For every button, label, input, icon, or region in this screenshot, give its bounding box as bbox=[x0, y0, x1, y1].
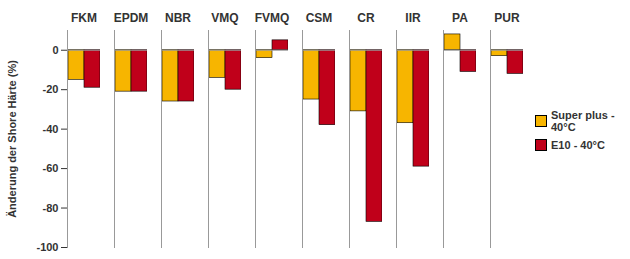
html-text:Super plus - 40°C: Super plus - 40°C bbox=[551, 108, 615, 133]
svg-text:NBR: NBR bbox=[165, 11, 191, 25]
svg-text:Änderung der Shore Härte (%): Änderung der Shore Härte (%) bbox=[6, 60, 18, 218]
svg-text:CR: CR bbox=[357, 11, 375, 25]
svg-text:-80: -80 bbox=[43, 202, 59, 214]
html-text:E10 - 40°C: E10 - 40°C bbox=[551, 138, 605, 151]
svg-text:VMQ: VMQ bbox=[211, 11, 238, 25]
svg-text:PA: PA bbox=[452, 11, 468, 25]
svg-text:-20: -20 bbox=[43, 83, 59, 95]
svg-text:CSM: CSM bbox=[306, 11, 333, 25]
svg-text:FKM: FKM bbox=[71, 11, 97, 25]
svg-text:PUR: PUR bbox=[494, 11, 520, 25]
svg-text:FVMQ: FVMQ bbox=[255, 11, 290, 25]
svg-text:EPDM: EPDM bbox=[114, 11, 149, 25]
svg-text:0: 0 bbox=[52, 44, 58, 56]
svg-text:IIR: IIR bbox=[405, 11, 421, 25]
svg-text:-40: -40 bbox=[43, 123, 59, 135]
svg-text:-100: -100 bbox=[36, 241, 58, 253]
svg-text:-60: -60 bbox=[43, 162, 59, 174]
